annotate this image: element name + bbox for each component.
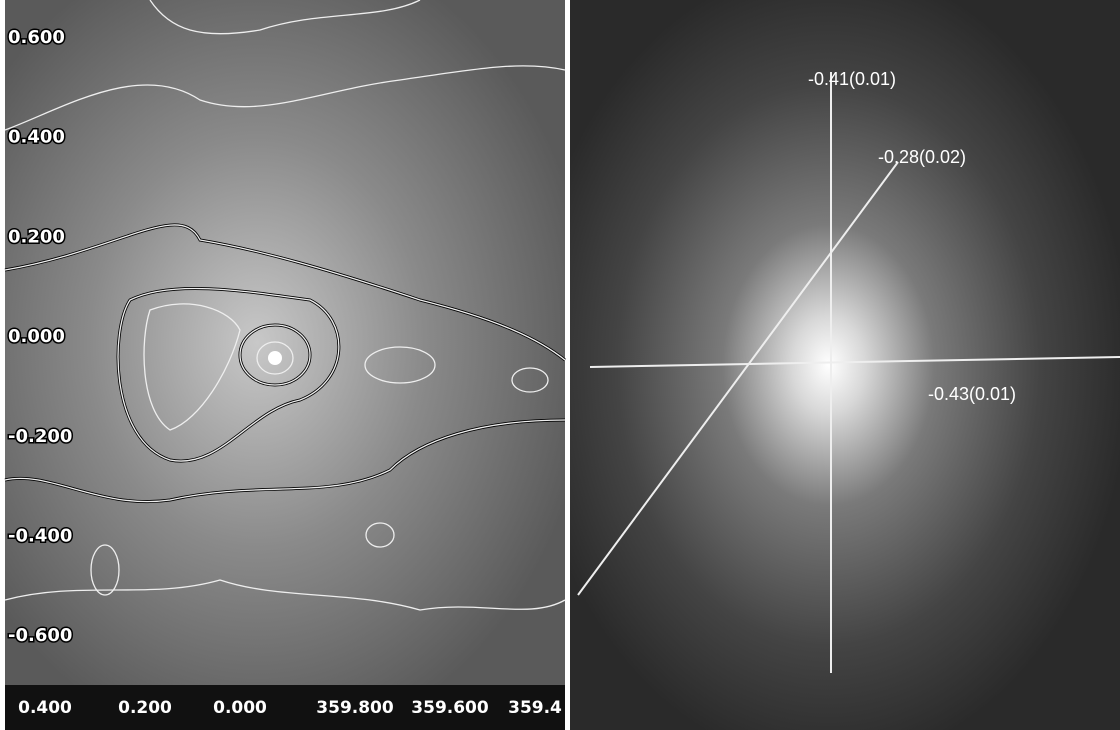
annotation: -0.43(0.01) [928,384,1016,404]
y-tick-label: -0.400 [8,526,72,547]
x-tick-label: 359.600 [411,698,489,718]
annotation: -0.41(0.01) [808,69,896,89]
figure: 0.600 0.400 0.200 0.000 -0.200 -0.400 -0.600 0.… [0,0,1120,730]
x-tick-label: 359.4 [508,698,562,718]
y-tick-label: -0.600 [8,625,72,646]
y-tick-label: 0.200 [8,226,65,247]
annotation: -0.28(0.02) [878,147,966,167]
peak [268,351,282,365]
left-panel [5,0,565,730]
y-tick-label: -0.200 [8,426,72,447]
x-tick-label: 359.800 [316,698,394,718]
x-tick-label: 0.400 [18,698,72,718]
x-tick-label: 0.000 [213,698,267,718]
y-tick-label: 0.400 [8,127,65,148]
x-tick-label: 0.200 [118,698,172,718]
y-tick-label: 0.000 [8,326,65,347]
y-tick-label: 0.600 [8,27,65,48]
right-panel [570,0,1120,730]
